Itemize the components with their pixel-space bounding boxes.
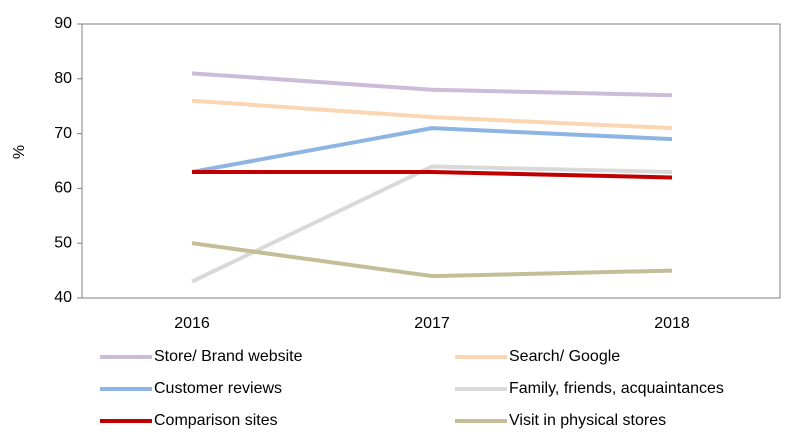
x-tick-label: 2016 (174, 315, 210, 332)
legend-label: Visit in physical stores (509, 412, 666, 429)
legend-label: Comparison sites (154, 412, 278, 429)
y-tick-label: 40 (54, 289, 72, 306)
legend-label: Customer reviews (154, 380, 282, 397)
series-line (192, 169, 673, 180)
y-axis-label: % (11, 145, 28, 159)
legend-label: Store/ Brand website (154, 348, 303, 365)
series-line (191, 241, 673, 279)
legend-label: Family, friends, acquaintances (509, 380, 724, 397)
series-line (191, 126, 673, 174)
x-tick-label: 2017 (414, 315, 450, 332)
series-line (191, 164, 673, 284)
y-tick-label: 90 (54, 15, 72, 32)
y-tick-label: 80 (54, 70, 72, 87)
series-line (191, 98, 673, 131)
y-tick-label: 50 (54, 234, 72, 251)
legend-label: Search/ Google (509, 348, 620, 365)
y-tick-label: 70 (54, 125, 72, 142)
plot-frame (81, 23, 781, 299)
series-line (191, 71, 673, 98)
x-tick-label: 2018 (654, 315, 690, 332)
y-tick-label: 60 (54, 180, 72, 197)
